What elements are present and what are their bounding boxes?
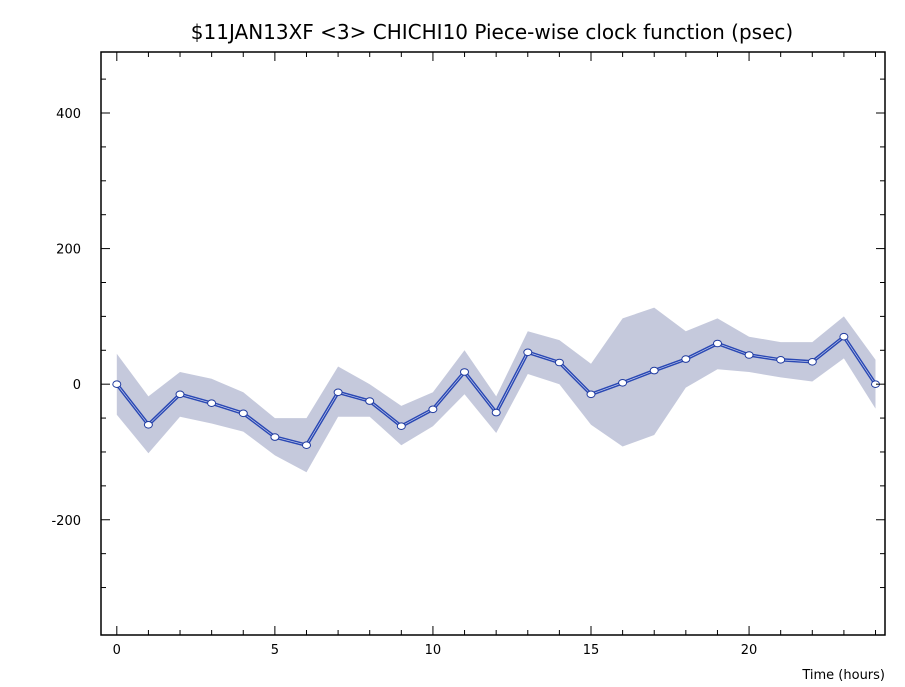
data-point xyxy=(175,390,185,399)
y-tick-label: -200 xyxy=(51,514,81,529)
data-point xyxy=(586,390,596,399)
data-point xyxy=(238,409,248,418)
data-point xyxy=(112,380,122,389)
data-point xyxy=(207,399,217,408)
x-tick-label: 20 xyxy=(741,643,758,658)
data-point-layer xyxy=(112,332,880,450)
data-point xyxy=(302,441,311,450)
data-point xyxy=(460,368,469,376)
data-point xyxy=(554,358,564,367)
x-tick-label: 15 xyxy=(583,643,600,658)
x-tick-label: 0 xyxy=(113,643,121,658)
data-point xyxy=(776,356,786,364)
x-tick-label: 5 xyxy=(271,643,279,658)
y-tick-label: 400 xyxy=(56,107,81,122)
data-point xyxy=(396,422,406,431)
data-point xyxy=(333,388,343,397)
chart-title: $11JAN13XF <3> CHICHI10 Piece-wise clock… xyxy=(191,20,793,44)
data-point xyxy=(523,348,533,357)
uncertainty-band-layer xyxy=(116,307,876,473)
data-point xyxy=(270,433,280,441)
data-point xyxy=(713,339,722,348)
data-point xyxy=(681,355,691,363)
x-axis-label: Time (hours) xyxy=(801,668,885,683)
data-point xyxy=(143,421,153,429)
data-point xyxy=(491,408,501,417)
x-tick-label: 10 xyxy=(425,643,442,658)
data-point xyxy=(365,397,375,405)
uncertainty-band xyxy=(116,307,876,473)
plot-frame xyxy=(100,51,886,636)
data-point xyxy=(428,405,438,414)
data-point xyxy=(839,332,849,341)
axis-ticks: 0 5 10 15 20 -200 0 200 400 xyxy=(51,52,885,658)
data-point xyxy=(618,379,628,387)
y-tick-label: 0 xyxy=(73,378,81,393)
data-point xyxy=(649,366,659,375)
y-tick-label: 200 xyxy=(56,243,81,258)
data-point xyxy=(807,358,817,366)
data-point xyxy=(744,351,754,359)
